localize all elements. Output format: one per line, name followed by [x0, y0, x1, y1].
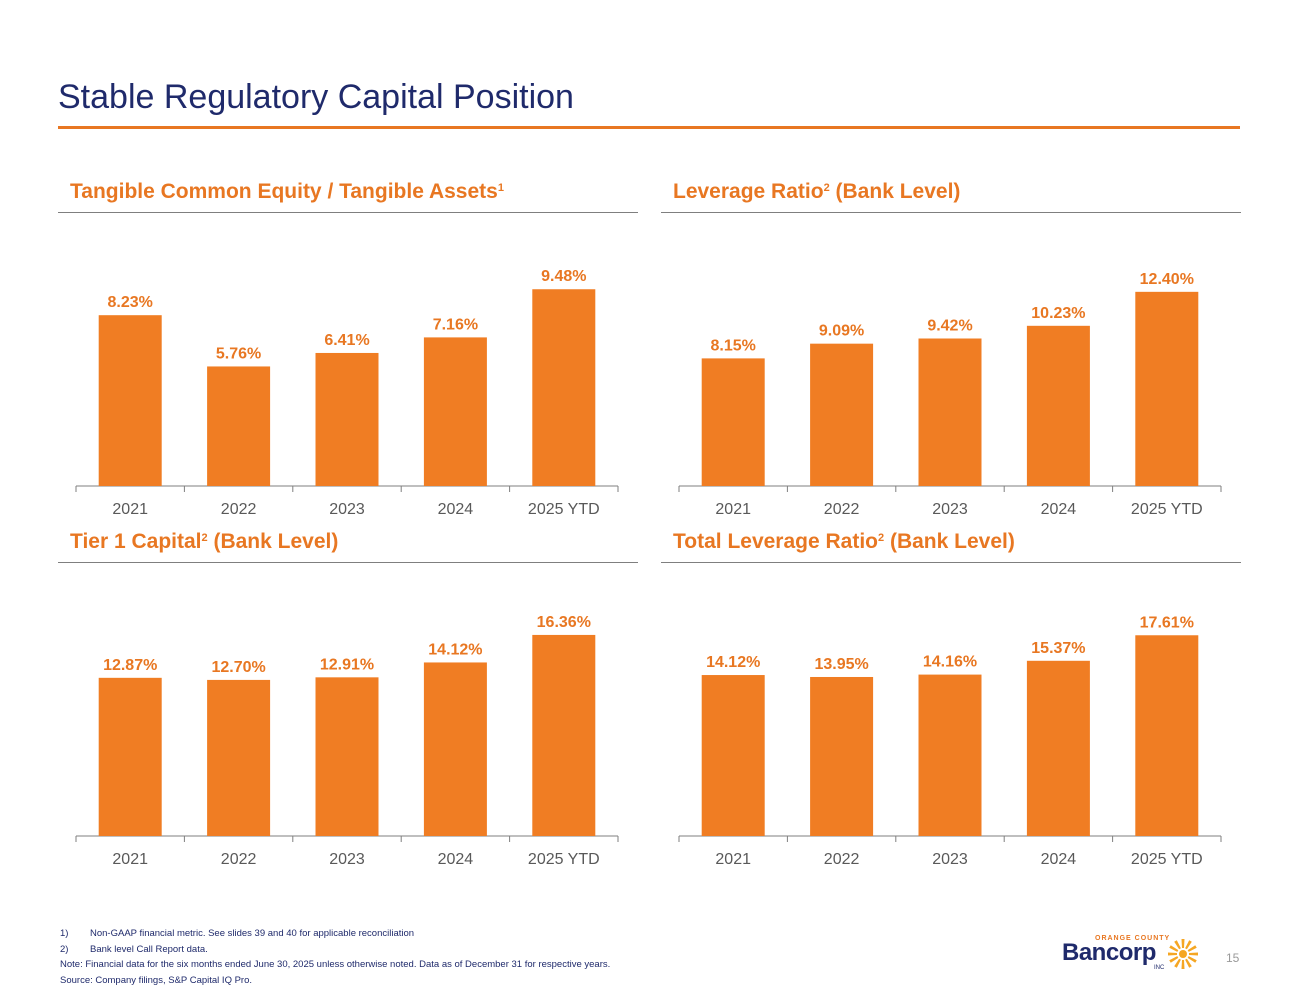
category-label: 2025 YTD	[528, 501, 600, 518]
category-label: 2023	[932, 851, 968, 868]
slide-title: Stable Regulatory Capital Position	[58, 78, 574, 117]
company-logo: ORANGE COUNTY Bancorp INC	[1062, 935, 1202, 975]
footnote-note: Note: Financial data for the six months …	[60, 957, 610, 973]
data-label: 14.12%	[706, 654, 760, 671]
bar	[207, 680, 270, 836]
data-label: 6.41%	[324, 332, 369, 349]
category-label: 2021	[112, 501, 148, 518]
data-label: 17.61%	[1140, 614, 1194, 631]
sunburst-icon	[1166, 937, 1200, 971]
category-label: 2022	[221, 501, 257, 518]
chart-title-rule	[661, 562, 1241, 563]
category-label: 2021	[112, 851, 148, 868]
data-label: 5.76%	[216, 345, 261, 362]
bar	[919, 338, 982, 486]
bar	[1135, 292, 1198, 486]
bar-chart-tier1: 12.87% 2021 12.70% 2022 12.91% 2023 14.12% 2024…	[58, 564, 638, 870]
data-label: 8.15%	[711, 337, 756, 354]
data-label: 12.91%	[320, 656, 374, 673]
data-label: 14.12%	[428, 641, 482, 658]
category-label: 2024	[438, 851, 474, 868]
bar-chart-tce: 8.23% 2021 5.76% 2022 6.41% 2023 7.16% 2024 9.48…	[58, 214, 638, 520]
category-label: 2021	[715, 851, 751, 868]
bar	[316, 353, 379, 486]
bar	[810, 344, 873, 486]
footnote-2: 2) Bank level Call Report data.	[60, 942, 610, 958]
chart-title: Tangible Common Equity / Tangible Assets…	[70, 180, 504, 204]
bar	[1027, 661, 1090, 836]
chart-title: Leverage Ratio2 (Bank Level)	[673, 180, 960, 204]
category-label: 2022	[824, 851, 860, 868]
logo-main-text: Bancorp	[1062, 939, 1156, 967]
category-label: 2024	[1041, 851, 1077, 868]
data-label: 12.40%	[1140, 271, 1194, 288]
category-label: 2021	[715, 501, 751, 518]
bar	[810, 677, 873, 836]
data-label: 9.09%	[819, 323, 864, 340]
footnotes: 1) Non-GAAP financial metric. See slides …	[60, 926, 610, 988]
bar-chart-total-leverage: 14.12% 2021 13.95% 2022 14.16% 2023 15.37% 2024…	[661, 564, 1241, 870]
bar	[424, 337, 487, 486]
data-label: 10.23%	[1031, 305, 1085, 322]
data-label: 12.87%	[103, 657, 157, 674]
data-label: 9.42%	[927, 317, 972, 334]
chart-title-rule	[58, 562, 638, 563]
data-label: 16.36%	[537, 614, 591, 631]
category-label: 2022	[824, 501, 860, 518]
footnote-source: Source: Company filings, S&P Capital IQ …	[60, 973, 610, 989]
chart-title: Tier 1 Capital2 (Bank Level)	[70, 530, 338, 554]
chart-title-rule	[661, 212, 1241, 213]
category-label: 2024	[438, 501, 474, 518]
title-divider	[58, 126, 1240, 129]
category-label: 2025 YTD	[1131, 851, 1203, 868]
category-label: 2023	[329, 851, 365, 868]
category-label: 2025 YTD	[1131, 501, 1203, 518]
chart-panel-total-leverage: Total Leverage Ratio2 (Bank Level) 14.12…	[661, 530, 1241, 870]
category-label: 2025 YTD	[528, 851, 600, 868]
data-label: 15.37%	[1031, 640, 1085, 657]
bar	[1135, 635, 1198, 836]
bar	[316, 677, 379, 836]
chart-panel-tier1: Tier 1 Capital2 (Bank Level) 12.87% 2021 1…	[58, 530, 638, 870]
chart-panel-leverage: Leverage Ratio2 (Bank Level) 8.15% 2021 9.…	[661, 180, 1241, 520]
data-label: 13.95%	[814, 656, 868, 673]
category-label: 2023	[329, 501, 365, 518]
bar	[702, 358, 765, 486]
category-label: 2023	[932, 501, 968, 518]
bar	[99, 678, 162, 836]
footnote-1: 1) Non-GAAP financial metric. See slides …	[60, 926, 610, 942]
category-label: 2022	[221, 851, 257, 868]
data-label: 12.70%	[211, 659, 265, 676]
bar	[919, 675, 982, 836]
bar	[532, 289, 595, 486]
chart-panel-tce: Tangible Common Equity / Tangible Assets…	[58, 180, 638, 520]
bar	[207, 366, 270, 486]
page-number: 15	[1226, 951, 1239, 965]
category-label: 2024	[1041, 501, 1077, 518]
bar	[99, 315, 162, 486]
bar	[702, 675, 765, 836]
bar	[424, 662, 487, 836]
chart-title-rule	[58, 212, 638, 213]
data-label: 14.16%	[923, 654, 977, 671]
logo-inc-text: INC	[1154, 965, 1164, 971]
data-label: 7.16%	[433, 316, 478, 333]
bar	[1027, 326, 1090, 486]
bar-chart-leverage: 8.15% 2021 9.09% 2022 9.42% 2023 10.23% 2024 12.…	[661, 214, 1241, 520]
data-label: 8.23%	[108, 294, 153, 311]
data-label: 9.48%	[541, 268, 586, 285]
chart-title: Total Leverage Ratio2 (Bank Level)	[673, 530, 1015, 554]
bar	[532, 635, 595, 836]
